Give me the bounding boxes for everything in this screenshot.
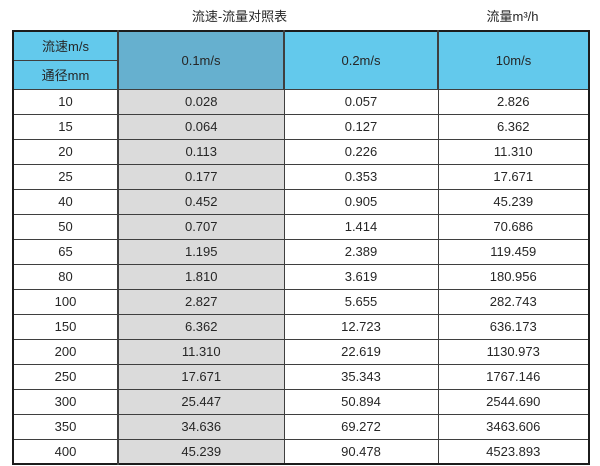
diameter-cell: 80: [12, 263, 119, 290]
table-row: 350 34.636 69.272 3463.606: [12, 413, 590, 440]
table-header: 流速m/s 0.1m/s 0.2m/s 10m/s 通径mm: [12, 30, 590, 90]
value-cell-0-1: 6.362: [117, 313, 285, 340]
value-cell-0-2: 50.894: [283, 388, 439, 415]
value-cell-0-2: 0.127: [283, 113, 439, 140]
value-cell-10: 6.362: [437, 113, 590, 140]
flow-unit-label: 流量m³/h: [486, 8, 539, 24]
value-cell-0-1: 0.452: [117, 188, 285, 215]
table-row: 150 6.362 12.723 636.173: [12, 313, 590, 340]
diameter-cell: 100: [12, 288, 119, 315]
diameter-cell: 250: [12, 363, 119, 390]
table-row: 400 45.239 90.478 4523.893: [12, 438, 590, 465]
diameter-cell: 400: [12, 438, 119, 465]
value-cell-10: 11.310: [437, 138, 590, 165]
value-cell-0-1: 0.113: [117, 138, 285, 165]
value-cell-0-1: 25.447: [117, 388, 285, 415]
value-cell-10: 636.173: [437, 313, 590, 340]
value-cell-0-2: 90.478: [283, 438, 439, 465]
value-cell-0-1: 1.195: [117, 238, 285, 265]
diameter-cell: 300: [12, 388, 119, 415]
value-cell-10: 180.956: [437, 263, 590, 290]
value-cell-0-1: 0.177: [117, 163, 285, 190]
velocity-header-0-1: 0.1m/s: [117, 30, 285, 90]
value-cell-0-2: 69.272: [283, 413, 439, 440]
diameter-cell: 40: [12, 188, 119, 215]
diameter-cell: 200: [12, 338, 119, 365]
value-cell-10: 4523.893: [437, 438, 590, 465]
table-row: 25 0.177 0.353 17.671: [12, 163, 590, 190]
value-cell-10: 17.671: [437, 163, 590, 190]
diameter-cell: 65: [12, 238, 119, 265]
value-cell-0-1: 11.310: [117, 338, 285, 365]
diameter-cell: 20: [12, 138, 119, 165]
table-row: 200 11.310 22.619 1130.973: [12, 338, 590, 365]
value-cell-0-1: 2.827: [117, 288, 285, 315]
value-cell-10: 45.239: [437, 188, 590, 215]
value-cell-10: 1767.146: [437, 363, 590, 390]
value-cell-10: 2.826: [437, 88, 590, 115]
value-cell-0-2: 1.414: [283, 213, 439, 240]
value-cell-0-1: 0.064: [117, 113, 285, 140]
value-cell-10: 70.686: [437, 213, 590, 240]
table-row: 20 0.113 0.226 11.310: [12, 138, 590, 165]
value-cell-0-2: 22.619: [283, 338, 439, 365]
table-row: 50 0.707 1.414 70.686: [12, 213, 590, 240]
value-cell-0-1: 17.671: [117, 363, 285, 390]
value-cell-0-1: 34.636: [117, 413, 285, 440]
table-title: 流速-流量对照表: [191, 8, 288, 24]
table-row: 300 25.447 50.894 2544.690: [12, 388, 590, 415]
corner-diameter-label: 通径mm: [12, 59, 119, 90]
value-cell-0-2: 0.226: [283, 138, 439, 165]
diameter-cell: 150: [12, 313, 119, 340]
value-cell-10: 3463.606: [437, 413, 590, 440]
value-cell-0-2: 5.655: [283, 288, 439, 315]
value-cell-10: 119.459: [437, 238, 590, 265]
value-cell-10: 282.743: [437, 288, 590, 315]
flow-rate-table: 流速m/s 0.1m/s 0.2m/s 10m/s 通径mm 10 0.028 …: [12, 30, 590, 465]
value-cell-0-2: 12.723: [283, 313, 439, 340]
diameter-cell: 15: [12, 113, 119, 140]
value-cell-0-2: 35.343: [283, 363, 439, 390]
value-cell-0-2: 0.057: [283, 88, 439, 115]
table-row: 250 17.671 35.343 1767.146: [12, 363, 590, 390]
value-cell-0-2: 0.905: [283, 188, 439, 215]
table-row: 10 0.028 0.057 2.826: [12, 88, 590, 115]
table-row: 65 1.195 2.389 119.459: [12, 238, 590, 265]
value-cell-0-1: 1.810: [117, 263, 285, 290]
table-row: 40 0.452 0.905 45.239: [12, 188, 590, 215]
table-row: 15 0.064 0.127 6.362: [12, 113, 590, 140]
diameter-cell: 350: [12, 413, 119, 440]
table-body: 10 0.028 0.057 2.826 15 0.064 0.127 6.36…: [12, 88, 590, 465]
value-cell-0-1: 0.028: [117, 88, 285, 115]
value-cell-0-1: 0.707: [117, 213, 285, 240]
diameter-cell: 10: [12, 88, 119, 115]
value-cell-0-2: 2.389: [283, 238, 439, 265]
value-cell-0-1: 45.239: [117, 438, 285, 465]
corner-velocity-label: 流速m/s: [12, 30, 119, 61]
diameter-cell: 50: [12, 213, 119, 240]
velocity-header-0-2: 0.2m/s: [283, 30, 439, 90]
table-row: 100 2.827 5.655 282.743: [12, 288, 590, 315]
value-cell-0-2: 0.353: [283, 163, 439, 190]
value-cell-0-2: 3.619: [283, 263, 439, 290]
value-cell-10: 1130.973: [437, 338, 590, 365]
titlebar: 流速-流量对照表 流量m³/h: [0, 0, 600, 30]
velocity-header-10: 10m/s: [437, 30, 590, 90]
table-row: 80 1.810 3.619 180.956: [12, 263, 590, 290]
diameter-cell: 25: [12, 163, 119, 190]
value-cell-10: 2544.690: [437, 388, 590, 415]
